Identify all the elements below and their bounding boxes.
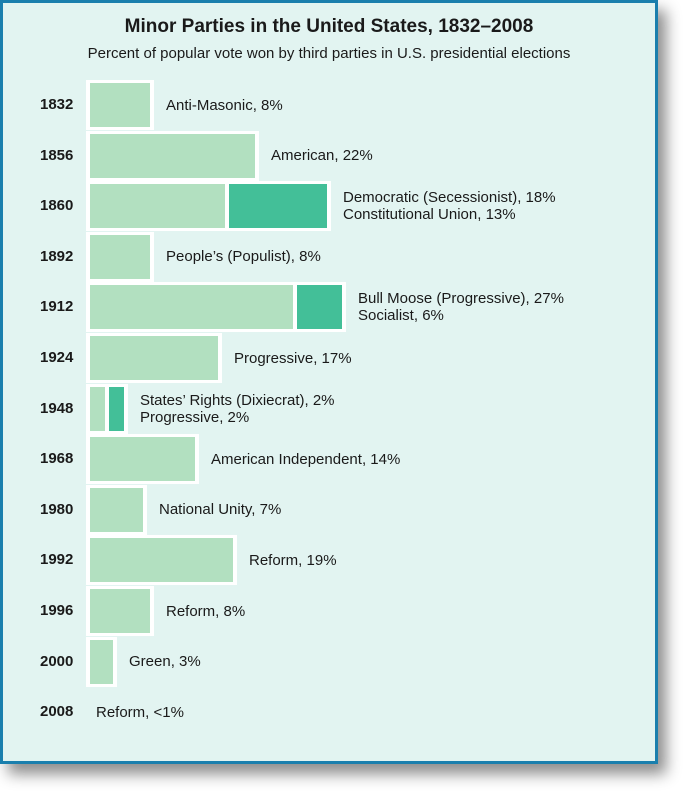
bar-group [86, 181, 331, 232]
bar-group [86, 282, 346, 333]
bar-label: National Unity, 7% [159, 485, 281, 535]
year-label: 1860 [40, 197, 74, 215]
party-label: Progressive, 2% [140, 408, 250, 426]
bar-primary [90, 83, 150, 127]
bar-label: Reform, 8% [166, 586, 245, 636]
year-label: 2000 [40, 652, 74, 670]
year-label: 2008 [40, 703, 74, 721]
bar-group [86, 130, 259, 181]
party-label: People’s (Populist), 8% [166, 248, 321, 266]
year-label: 1924 [40, 349, 74, 366]
chart-row: 1992 Reform, 19% [0, 535, 650, 586]
year-label: 1948 [40, 399, 74, 417]
bar-group [86, 484, 147, 535]
bar-primary [90, 487, 143, 532]
chart-row: 1996 Reform, 8% [0, 586, 650, 636]
bar-primary [90, 639, 113, 684]
chart-row: 1968 American Independent, 14% [0, 434, 650, 485]
chart-row: 1948 States’ Rights (Dixiecrat), 2% Progre… [0, 383, 650, 434]
bar-label: American Independent, 14% [211, 434, 400, 484]
bar-primary [90, 133, 255, 178]
bar-label: Anti-Masonic, 8% [166, 80, 283, 130]
chart-title: Minor Parties in the United States, 1832… [124, 16, 534, 37]
bar-group [86, 231, 154, 282]
bar-group [86, 636, 117, 687]
bar-label: Green, 3% [129, 637, 201, 687]
chart-row: 1912 Bull Moose (Progressive), 27% Sociali… [0, 282, 650, 333]
chart-row: 1860 Democratic (Secessionist), 18% Consti… [0, 181, 650, 232]
bar-label: Reform, 19% [249, 535, 337, 585]
bar-primary [90, 538, 233, 583]
bar-primary [90, 184, 225, 229]
year-label: 1980 [40, 500, 74, 518]
year-label: 1832 [40, 96, 74, 113]
chart-row: 1832 Anti-Masonic, 8% [0, 80, 650, 130]
bar-primary [90, 589, 150, 633]
bar-label: Democratic (Secessionist), 18% Constituti… [343, 181, 556, 231]
party-label: American Independent, 14% [211, 450, 401, 468]
bar-group [86, 535, 237, 586]
bar-label: Bull Moose (Progressive), 27% Socialist, … [358, 282, 564, 332]
party-label: Anti-Masonic, 8% [166, 96, 283, 114]
party-label: Socialist, 6% [358, 307, 444, 325]
party-label: American, 22% [271, 147, 373, 165]
party-label: National Unity, 7% [159, 501, 282, 519]
party-label: Constitutional Union, 13% [343, 206, 516, 224]
chart-row: 1980 National Unity, 7% [0, 484, 650, 535]
party-label: Bull Moose (Progressive), 27% [358, 290, 564, 308]
chart-row: 2008 Reform, <1% [0, 687, 650, 737]
year-label: 1996 [40, 602, 74, 619]
chart-row: 2000 Green, 3% [0, 636, 650, 687]
bar-secondary [109, 386, 124, 431]
bar-secondary [297, 285, 342, 330]
bar-primary [90, 386, 105, 431]
bar-group [86, 80, 154, 130]
bar-secondary [229, 184, 327, 229]
bar-label: Progressive, 17% [234, 333, 352, 383]
bar-label: People’s (Populist), 8% [166, 232, 321, 282]
party-label: Green, 3% [129, 653, 201, 671]
bar-primary [90, 285, 293, 330]
bar-group [86, 383, 128, 434]
bar-group [86, 586, 154, 636]
party-label: Progressive, 17% [234, 349, 352, 367]
bar-label: American, 22% [271, 131, 373, 181]
year-label: 1992 [40, 551, 74, 569]
party-label: States’ Rights (Dixiecrat), 2% [140, 391, 335, 409]
year-label: 1892 [40, 247, 74, 265]
bar-primary [90, 234, 150, 279]
bar-label: Reform, <1% [96, 687, 184, 737]
year-label: 1912 [40, 298, 74, 316]
chart-row: 1856 American, 22% [0, 130, 650, 181]
party-label: Reform, <1% [96, 703, 184, 721]
bar-label: States’ Rights (Dixiecrat), 2% Progressiv… [140, 384, 335, 434]
bar-group [86, 333, 222, 383]
year-label: 1968 [40, 450, 74, 468]
bar-group [86, 434, 199, 485]
party-label: Reform, 8% [166, 602, 246, 620]
bar-primary [90, 437, 195, 482]
party-label: Democratic (Secessionist), 18% [343, 189, 556, 207]
chart-row: 1892 People’s (Populist), 8% [0, 231, 650, 282]
year-label: 1856 [40, 146, 74, 164]
chart-subtitle: Percent of popular vote won by third par… [87, 45, 571, 62]
party-label: Reform, 19% [249, 551, 337, 569]
bar-primary [90, 336, 218, 380]
chart-row: 1924 Progressive, 17% [0, 333, 650, 383]
